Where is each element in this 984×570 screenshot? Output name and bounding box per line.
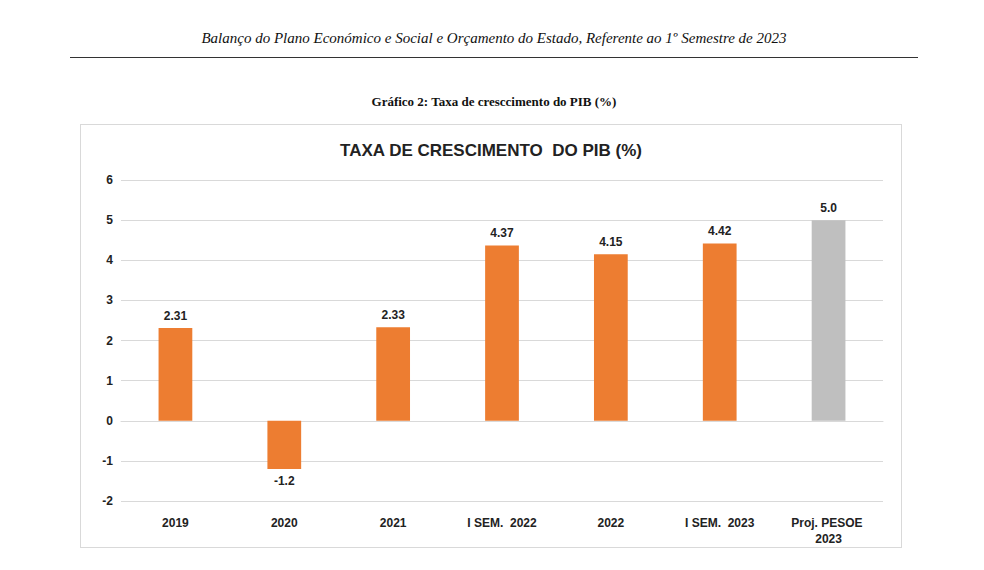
svg-text:4.42: 4.42 [708,224,732,238]
html-text:Balanço do Plano Económico e S: Balanço do Plano Económico e Social e Or… [201,30,787,46]
svg-text:TAXA DE CRESCIMENTO DO PIB (%: TAXA DE CRESCIMENTO DO PIB (%) [340,141,642,160]
svg-text:I SEM. 2022: I SEM. 2022 [467,516,537,530]
svg-text:4.15: 4.15 [599,235,623,249]
svg-text:3: 3 [106,293,113,307]
svg-text:0: 0 [106,414,113,428]
svg-text:5.0: 5.0 [820,201,837,215]
svg-text:-1.2: -1.2 [274,474,295,488]
svg-text:-1: -1 [102,454,113,468]
svg-text:1: 1 [106,374,113,388]
svg-text:2020: 2020 [271,516,298,530]
svg-text:2.31: 2.31 [164,309,188,323]
svg-text:2: 2 [106,334,113,348]
svg-text:4: 4 [106,253,113,267]
svg-text:I SEM. 2023: I SEM. 2023 [685,516,755,530]
svg-text:Proj. PESOE: Proj. PESOE [791,516,866,530]
svg-text:5: 5 [106,213,113,227]
svg-text:2.33: 2.33 [381,308,405,322]
svg-text:2021: 2021 [380,516,407,530]
svg-text:2022: 2022 [598,516,625,530]
svg-text:2023: 2023 [815,532,842,546]
html-text:Gráfico 2: Taxa de crescciment: Gráfico 2: Taxa de cresccimento do PIB (… [371,94,617,109]
svg-text:4.37: 4.37 [490,226,514,240]
svg-text:2019: 2019 [162,516,189,530]
svg-text:6: 6 [106,173,113,187]
svg-text:-2: -2 [102,494,113,508]
